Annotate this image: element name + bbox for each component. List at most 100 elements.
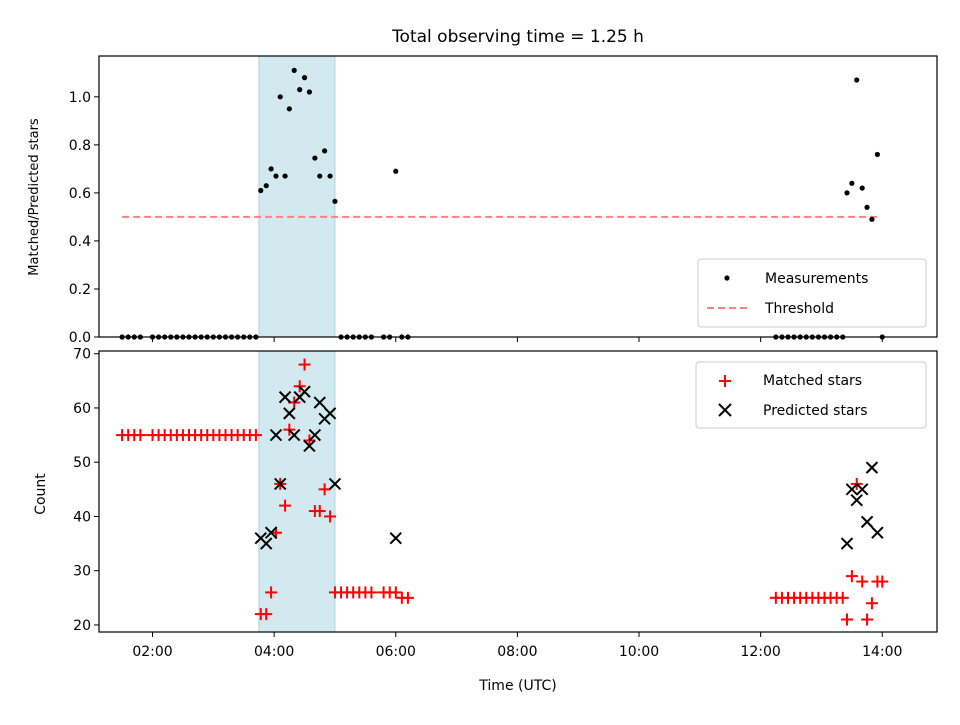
top-y-ticks: 0.0 0.2 0.4 0.6 0.8 1.0 bbox=[69, 90, 99, 346]
y-tick-label: 0.6 bbox=[69, 186, 91, 202]
predicted-star-point bbox=[283, 407, 296, 420]
predicted-star-point bbox=[313, 396, 326, 409]
top-legend-box bbox=[697, 258, 927, 328]
chart-title: Total observing time = 1.25 h bbox=[391, 27, 644, 47]
matched-star-point bbox=[324, 510, 337, 523]
measurement-point bbox=[317, 173, 323, 179]
measurement-point bbox=[258, 187, 264, 194]
predicted-star-point bbox=[298, 385, 311, 398]
matched-star-point bbox=[856, 575, 869, 588]
predicted-star-point bbox=[274, 477, 287, 491]
matched-star-point bbox=[836, 591, 849, 604]
predicted-star-point bbox=[323, 407, 337, 420]
y-tick-label: 30 bbox=[73, 564, 91, 580]
x-tick-label: 12:00 bbox=[740, 644, 780, 660]
measurement-point bbox=[291, 67, 297, 74]
count-panel: 20 30 40 50 60 70 02:00 04:00 06:00 08:00 10:00 12… bbox=[33, 347, 938, 694]
predicted-star-point bbox=[860, 515, 874, 529]
predicted-star-point bbox=[308, 428, 322, 442]
measurement-point bbox=[268, 166, 274, 172]
measurement-point bbox=[327, 173, 333, 179]
matched-star-point bbox=[260, 608, 273, 621]
matched-star-point bbox=[265, 586, 278, 599]
predicted-star-point bbox=[871, 526, 884, 539]
matched-star-point bbox=[318, 483, 331, 496]
predicted-star-point bbox=[288, 428, 301, 442]
y-tick-label: 40 bbox=[73, 509, 91, 525]
measurement-point bbox=[859, 185, 865, 191]
predicted-star-point bbox=[865, 461, 879, 474]
y-tick-label: 70 bbox=[73, 347, 91, 363]
measurement-point bbox=[332, 198, 338, 204]
matched-star-point bbox=[876, 575, 889, 588]
y-tick-label: 0.2 bbox=[69, 282, 91, 298]
predicted-star-point bbox=[850, 493, 863, 507]
x-tick-label: 06:00 bbox=[376, 644, 416, 660]
predicted-star-point bbox=[303, 439, 316, 453]
top-y-axis-label: Matched/Predicted stars bbox=[27, 118, 42, 276]
ratio-panel: 0.0 0.2 0.4 0.6 0.8 1.0 Total observing time … bbox=[27, 27, 938, 346]
measurement-point bbox=[286, 106, 292, 112]
legend-label-predicted: Predicted stars bbox=[763, 403, 868, 419]
predicted-star-point bbox=[260, 537, 273, 550]
matched-star-point bbox=[845, 570, 858, 583]
top-axes-frame bbox=[98, 55, 938, 338]
measurement-point bbox=[849, 180, 855, 186]
y-tick-label: 0.4 bbox=[69, 234, 91, 250]
measurement-point bbox=[854, 77, 860, 83]
legend-x-icon bbox=[718, 403, 732, 417]
x-tick-label: 04:00 bbox=[254, 644, 294, 660]
x-tick-label: 10:00 bbox=[619, 644, 659, 660]
matched-star-point bbox=[365, 586, 378, 599]
predicted-star-point bbox=[278, 390, 292, 404]
measurement-point bbox=[312, 155, 318, 161]
y-tick-label: 60 bbox=[73, 401, 91, 417]
predicted-star-point bbox=[264, 526, 278, 539]
matched-star-point bbox=[134, 429, 147, 442]
predicted-star-point bbox=[328, 477, 342, 491]
top-x-ticks bbox=[152, 337, 883, 342]
x-tick-label: 08:00 bbox=[497, 644, 537, 660]
predicted-star-point bbox=[840, 537, 854, 550]
x-axis-label: Time (UTC) bbox=[478, 678, 556, 694]
predicted-star-point bbox=[855, 483, 869, 496]
predicted-star-point bbox=[389, 531, 402, 545]
y-tick-label: 1.0 bbox=[69, 90, 91, 106]
legend-label-matched: Matched stars bbox=[763, 373, 862, 389]
matched-star-point bbox=[249, 429, 262, 442]
measurement-point bbox=[869, 216, 875, 222]
count-points bbox=[116, 358, 889, 626]
y-tick-label: 50 bbox=[73, 455, 91, 471]
measurement-point bbox=[844, 190, 850, 196]
measurement-point bbox=[277, 94, 283, 100]
measurement-point bbox=[322, 148, 328, 154]
matched-star-point bbox=[298, 358, 311, 371]
matched-star-point bbox=[389, 586, 402, 599]
measurement-point bbox=[864, 204, 870, 210]
predicted-star-point bbox=[845, 483, 859, 496]
top-legend: Measurements Threshold bbox=[697, 258, 927, 328]
matched-star-point bbox=[313, 505, 326, 518]
measurement-point bbox=[273, 173, 279, 179]
matched-star-point bbox=[865, 597, 878, 610]
matched-star-point bbox=[840, 613, 853, 626]
bottom-legend: Matched stars Predicted stars bbox=[695, 361, 927, 429]
observing-window-span bbox=[258, 350, 336, 633]
bottom-y-axis-label: Count bbox=[33, 473, 49, 515]
measurement-point bbox=[306, 89, 313, 95]
bottom-legend-box bbox=[695, 361, 927, 429]
legend-dot-icon bbox=[724, 275, 730, 281]
y-tick-label: 20 bbox=[73, 618, 91, 634]
measurement-point bbox=[301, 75, 308, 81]
measurement-point bbox=[282, 173, 288, 179]
measurement-point bbox=[263, 183, 269, 189]
bottom-x-ticks: 02:00 04:00 06:00 08:00 10:00 12:00 14:00 bbox=[132, 632, 902, 660]
measurement-point bbox=[297, 87, 303, 93]
observing-window-span bbox=[258, 55, 336, 338]
predicted-star-point bbox=[269, 428, 283, 442]
x-tick-label: 14:00 bbox=[862, 644, 902, 660]
measurement-point bbox=[874, 151, 881, 158]
bottom-axes-frame bbox=[98, 350, 938, 633]
